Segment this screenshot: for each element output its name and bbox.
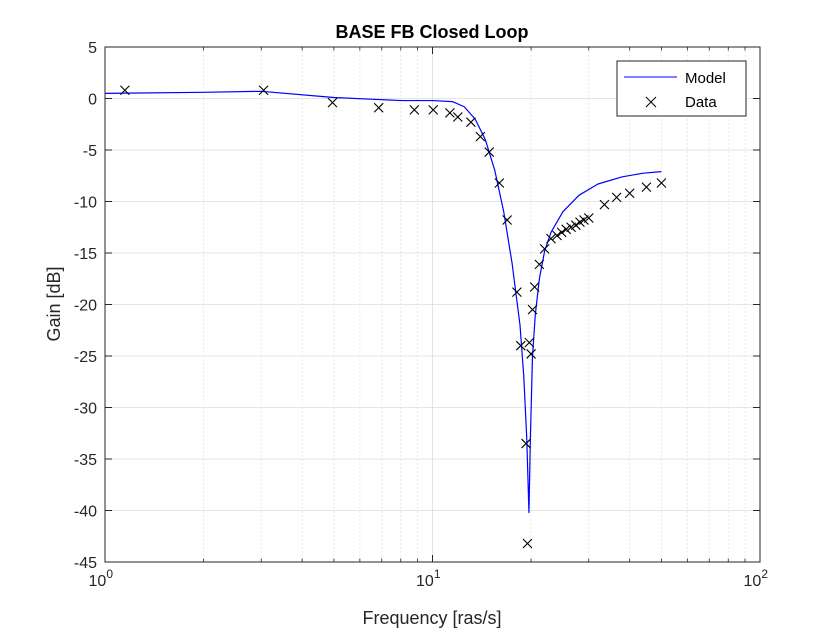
data-point-marker — [494, 178, 505, 188]
legend-model-label: Model — [685, 70, 726, 87]
x-axis-label: Frequency [ras/s] — [362, 608, 501, 628]
data-point-marker — [444, 108, 455, 118]
data-point-marker — [527, 304, 538, 315]
data-point-marker — [515, 340, 526, 351]
data-point-marker — [327, 97, 338, 108]
data-point-marker — [409, 104, 420, 115]
data-point-marker — [452, 112, 463, 122]
x-tick-label: 101 — [416, 567, 441, 590]
y-tick-label: 0 — [88, 92, 97, 109]
data-point-marker — [624, 188, 635, 199]
y-tick-label: -25 — [74, 349, 97, 366]
y-tick-label: -35 — [74, 452, 97, 469]
chart-title: BASE FB Closed Loop — [336, 22, 529, 42]
grid-lines — [105, 47, 760, 562]
y-tick-label: -20 — [74, 298, 97, 315]
legend-data-marker — [645, 96, 657, 108]
y-tick-label: -40 — [74, 504, 97, 521]
series-layer — [104, 85, 667, 549]
y-tick-label: -30 — [74, 401, 97, 418]
data-point-marker — [539, 243, 550, 254]
data-point-marker — [611, 192, 622, 203]
data-point-marker — [579, 215, 589, 225]
x-tick-label: 102 — [744, 567, 769, 590]
data-point-marker — [583, 213, 594, 223]
data-point-marker — [512, 287, 522, 298]
legend: Model Data — [616, 60, 747, 117]
axis-ticks: 100 101 102 5 0 -5 -10 -15 -20 -25 -30 -35 -40 -45 — [74, 40, 768, 590]
data-point-marker — [521, 438, 531, 449]
data-point-marker — [656, 178, 667, 188]
data-point-marker — [502, 215, 513, 225]
data-point-marker — [534, 259, 545, 270]
data-point-marker — [556, 227, 567, 238]
data-point-marker — [529, 282, 540, 292]
x-tick-label: 100 — [89, 567, 114, 590]
data-point-marker — [258, 85, 269, 96]
y-axis-label: Gain [dB] — [44, 266, 64, 341]
data-point-marker — [484, 147, 495, 157]
y-tick-label: -45 — [74, 555, 97, 572]
data-point-marker — [570, 220, 581, 231]
legend-box — [616, 60, 747, 117]
data-point-marker — [522, 538, 533, 549]
legend-data-label: Data — [685, 94, 717, 111]
data-point-marker — [373, 102, 384, 113]
data-point-marker — [466, 117, 476, 128]
model-line — [104, 90, 662, 514]
data-point-marker — [552, 230, 562, 241]
data-point-marker — [641, 182, 652, 192]
data-point-marker — [428, 104, 439, 115]
data-point-marker — [526, 349, 536, 359]
y-tick-label: -15 — [74, 246, 97, 263]
y-tick-label: 5 — [88, 40, 97, 57]
y-tick-label: -10 — [74, 195, 97, 212]
data-point-marker — [599, 199, 610, 210]
data-point-marker — [524, 337, 535, 348]
data-point-marker — [475, 131, 486, 142]
data-point-marker — [561, 224, 572, 235]
data-point-marker — [119, 85, 130, 96]
y-tick-label: -5 — [83, 143, 97, 160]
data-point-marker — [566, 222, 577, 233]
data-point-marker — [546, 233, 556, 244]
